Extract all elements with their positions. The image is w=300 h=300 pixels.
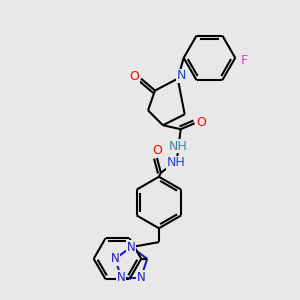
Text: O: O [152,143,162,157]
Text: N: N [177,69,186,82]
Text: N: N [117,271,126,284]
Text: NH: NH [167,156,186,170]
Text: O: O [196,116,206,129]
Text: N: N [127,241,136,254]
Text: N: N [111,252,119,265]
Text: O: O [129,70,139,83]
Text: F: F [241,54,248,67]
Text: N: N [137,271,146,284]
Text: NH: NH [169,140,188,152]
